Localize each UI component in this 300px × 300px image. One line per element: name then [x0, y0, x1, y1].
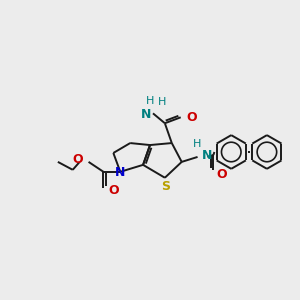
Text: H: H [158, 98, 166, 107]
Text: O: O [187, 111, 197, 124]
Text: H: H [146, 96, 154, 106]
Text: O: O [108, 184, 119, 197]
Text: O: O [72, 153, 83, 167]
Text: S: S [161, 180, 170, 193]
Text: N: N [202, 149, 212, 162]
Text: N: N [141, 108, 151, 121]
Text: N: N [115, 166, 125, 179]
Text: H: H [192, 139, 201, 149]
Text: O: O [216, 168, 227, 181]
